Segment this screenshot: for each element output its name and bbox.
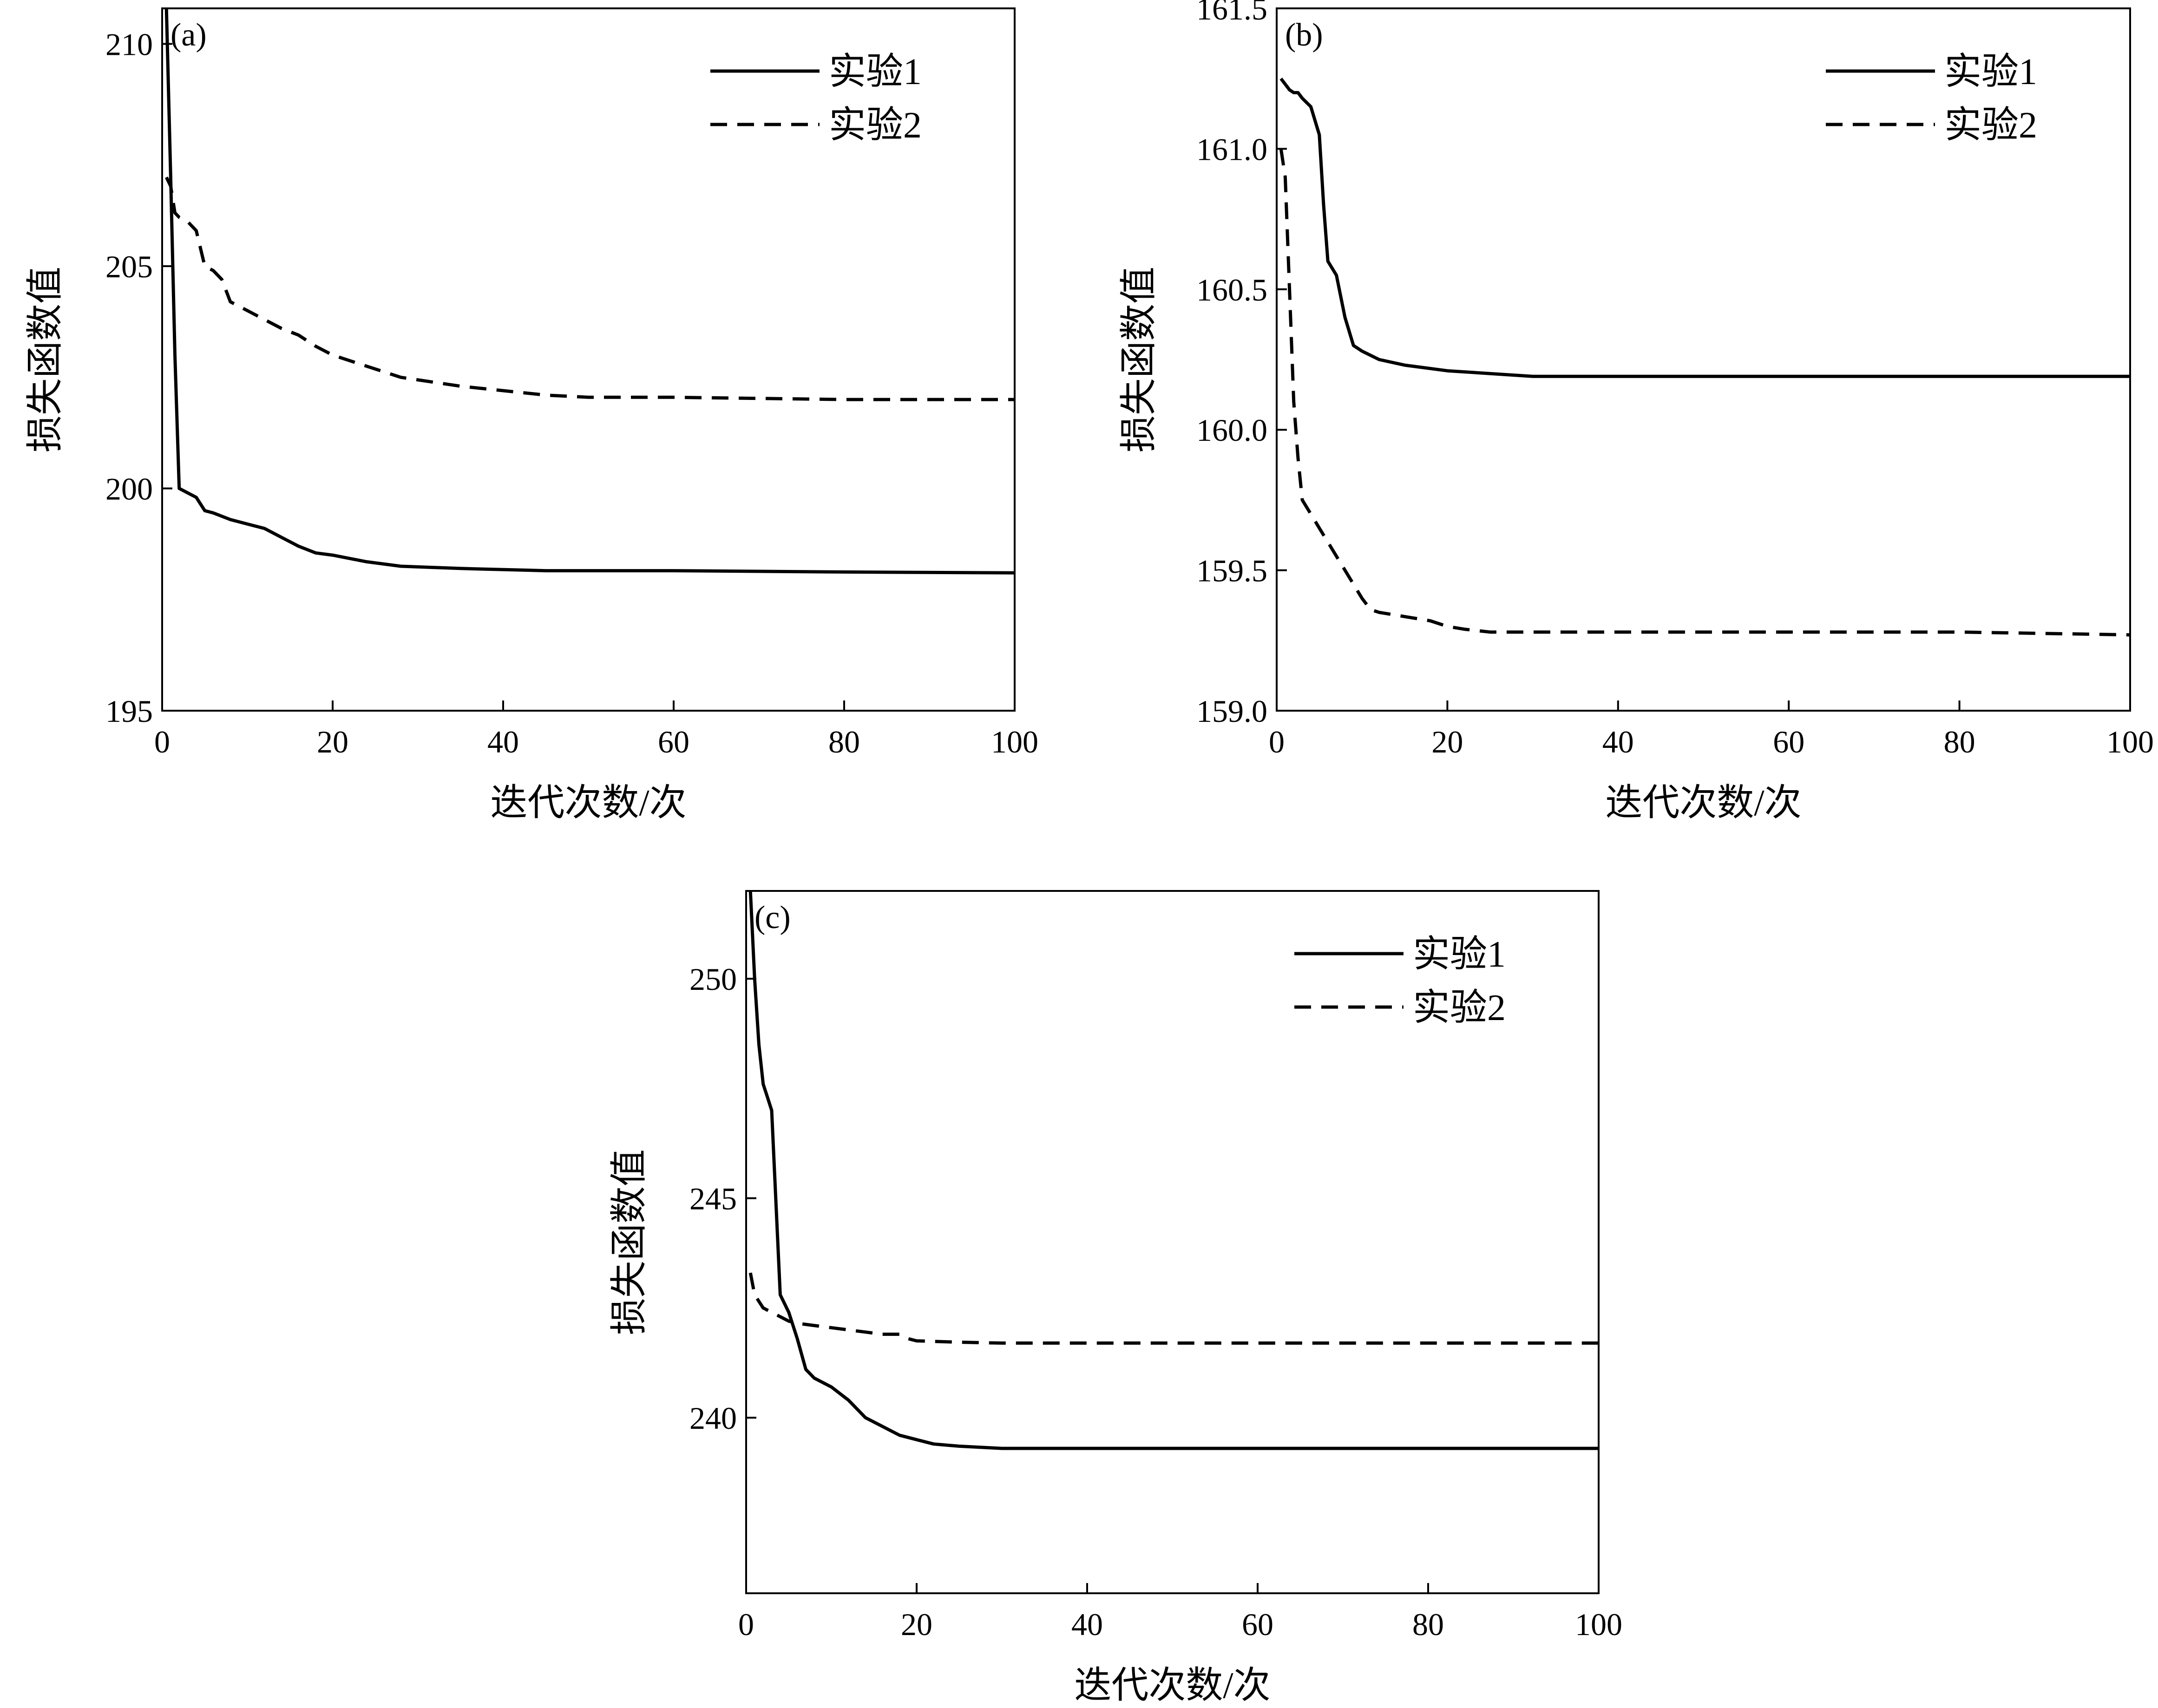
y-tick-label: 161.0 — [1196, 131, 1267, 167]
x-axis-label: 迭代次数/次 — [1074, 1665, 1270, 1706]
series-line-2 — [1279, 148, 2130, 637]
y-tick-label: 200 — [105, 471, 153, 507]
y-tick-label: 159.5 — [1196, 553, 1267, 589]
plot-frame — [161, 7, 1016, 712]
legend-label-1: 实验1 — [1944, 52, 2037, 92]
x-tick-label: 100 — [991, 724, 1038, 759]
panel-tag: (a) — [171, 17, 207, 53]
series-line-1 — [1279, 78, 2130, 378]
x-tick-label: 80 — [1944, 724, 1975, 759]
y-axis-label: 损失函数值 — [609, 1149, 650, 1335]
y-tick-label: 195 — [105, 694, 153, 729]
series-line-1 — [164, 8, 1015, 575]
chart-panel-0: 0 20 40 60 80 100 195 200 205 210 迭代次数/次 损失函数值 (a) 实验… — [25, 7, 1038, 824]
x-tick-label: 60 — [658, 724, 689, 759]
x-tick-label: 60 — [1773, 724, 1804, 759]
y-tick-label: 250 — [689, 962, 737, 997]
y-tick-label: 160.0 — [1196, 412, 1267, 448]
panel-tag: (c) — [754, 900, 791, 936]
x-tick-label: 40 — [487, 724, 519, 759]
x-tick-label: 20 — [1431, 724, 1463, 759]
y-tick-label: 210 — [105, 27, 153, 62]
series-line-1 — [748, 891, 1599, 1450]
x-tick-label: 0 — [154, 724, 170, 759]
x-tick-label: 40 — [1602, 724, 1634, 759]
legend-label-2: 实验2 — [1944, 105, 2037, 146]
x-axis-label: 迭代次数/次 — [1605, 783, 1801, 824]
x-tick-label: 100 — [2106, 724, 2154, 759]
x-tick-label: 0 — [738, 1607, 754, 1642]
y-axis-label: 损失函数值 — [1119, 267, 1160, 452]
x-tick-label: 20 — [901, 1607, 932, 1642]
x-axis-label: 迭代次数/次 — [490, 783, 686, 824]
legend-label-1: 实验1 — [1413, 934, 1506, 975]
x-tick-label: 20 — [317, 724, 348, 759]
y-tick-label: 205 — [105, 249, 153, 284]
plot-frame — [745, 890, 1600, 1594]
legend-label-2: 实验2 — [1413, 988, 1506, 1028]
x-tick-label: 40 — [1071, 1607, 1103, 1642]
y-tick-label: 161.5 — [1196, 0, 1267, 26]
chart-panel-2: 0 20 40 60 80 100240245250迭代次数/次损失函数值(c)实验1实验… — [609, 890, 1622, 1706]
x-tick-label: 0 — [1269, 724, 1285, 759]
legend-label-2: 实验2 — [829, 105, 922, 146]
series-line-2 — [165, 177, 1015, 401]
x-tick-label: 80 — [1412, 1607, 1444, 1642]
y-tick-label: 159.0 — [1196, 694, 1267, 729]
panel-tag: (b) — [1285, 17, 1323, 53]
y-tick-label: 240 — [689, 1400, 737, 1436]
y-tick-label: 160.5 — [1196, 272, 1267, 308]
x-tick-label: 60 — [1242, 1607, 1273, 1642]
series-line-2 — [748, 1272, 1599, 1345]
legend-label-1: 实验1 — [829, 52, 922, 92]
y-tick-label: 245 — [689, 1181, 737, 1217]
x-tick-label: 80 — [828, 724, 860, 759]
chart-panel-1: 0 20 40 60 80 100 159.0 159.5 160.0 160.5 161.0 161… — [1119, 0, 2154, 824]
x-tick-label: 100 — [1575, 1607, 1622, 1642]
y-axis-label: 损失函数值 — [25, 267, 66, 452]
plot-frame — [1276, 7, 2131, 712]
